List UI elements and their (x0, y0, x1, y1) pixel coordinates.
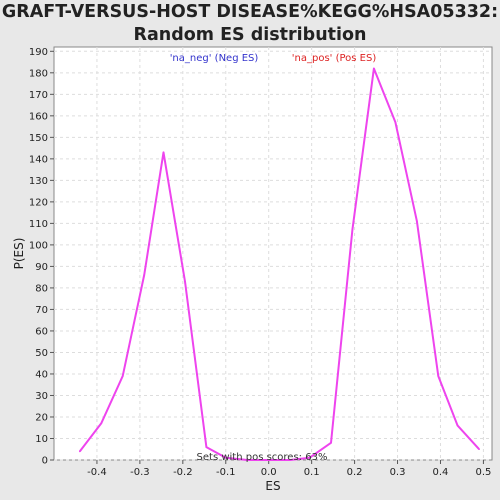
y-tick-label: 0 (42, 456, 48, 467)
data-point (143, 274, 145, 276)
data-point (456, 424, 459, 427)
data-point (478, 448, 480, 451)
y-tick-label: 30 (35, 391, 48, 402)
data-point (373, 67, 375, 70)
data-point (416, 220, 418, 223)
y-axis-label: P(ES) (12, 238, 26, 270)
data-point (246, 459, 249, 461)
y-tick-label: 70 (35, 305, 48, 316)
x-tick-label: 0.3 (390, 467, 406, 478)
data-point (267, 459, 270, 461)
data-point (184, 280, 186, 283)
y-tick-label: 120 (29, 197, 48, 208)
plot-area (53, 46, 493, 461)
y-tick-label: 140 (29, 154, 48, 165)
y-tick-label: 160 (29, 111, 48, 122)
axis-ticks: 0 10 20 30 40 50 60 70 80 90 100 110 120 130 140 150 160… (29, 47, 491, 478)
x-tick-label: 0.5 (475, 467, 491, 478)
x-tick-label: -0.3 (130, 467, 150, 478)
data-point (394, 121, 397, 124)
data-point (162, 151, 165, 154)
y-tick-label: 10 (35, 434, 48, 445)
data-point (289, 459, 291, 461)
y-tick-label: 20 (35, 412, 48, 423)
y-tick-label: 180 (29, 68, 48, 79)
y-tick-label: 130 (29, 176, 48, 187)
x-tick-label: -0.2 (173, 467, 193, 478)
y-tick-label: 190 (29, 47, 48, 58)
es-distribution-line (79, 67, 480, 461)
y-tick-label: 80 (35, 283, 48, 294)
data-point (121, 375, 124, 377)
x-tick-label: 0.2 (347, 467, 363, 478)
y-tick-label: 50 (35, 348, 48, 359)
chart-title: GRAFT-VERSUS-HOST DISEASE%KEGG%HSA05332:… (0, 1, 500, 47)
chart-title-line-1: GRAFT-VERSUS-HOST DISEASE%KEGG%HSA05332: (1, 2, 499, 22)
legend-pos-es: 'na_pos' (Pos ES) (292, 53, 377, 64)
data-point (330, 441, 332, 444)
data-point (437, 375, 440, 377)
data-point (224, 457, 227, 459)
data-point (100, 422, 103, 425)
data-point (205, 446, 208, 448)
grid-lines (54, 47, 492, 461)
pos-scores-annotation: Sets with pos scores: 63% (197, 452, 328, 463)
y-tick-label: 150 (29, 133, 48, 144)
y-tick-label: 100 (29, 240, 48, 251)
x-tick-label: -0.4 (87, 467, 107, 478)
y-tick-label: 110 (29, 219, 48, 230)
legend-neg-es: 'na_neg' (Neg ES) (170, 53, 259, 64)
x-axis-label: ES (265, 479, 280, 493)
chart-title-line-2: Random ES distribution (133, 25, 367, 45)
x-tick-label: 0.0 (261, 467, 277, 478)
x-tick-label: 0.4 (433, 467, 449, 478)
series-layer (78, 67, 480, 461)
data-point (308, 457, 311, 459)
x-tick-label: -0.1 (216, 467, 236, 478)
data-point (351, 229, 354, 231)
x-tick-label: 0.1 (304, 467, 320, 478)
y-tick-label: 60 (35, 326, 48, 337)
y-tick-label: 40 (35, 369, 48, 380)
y-tick-label: 170 (29, 90, 48, 101)
y-tick-label: 90 (35, 262, 48, 273)
data-point (78, 450, 81, 453)
